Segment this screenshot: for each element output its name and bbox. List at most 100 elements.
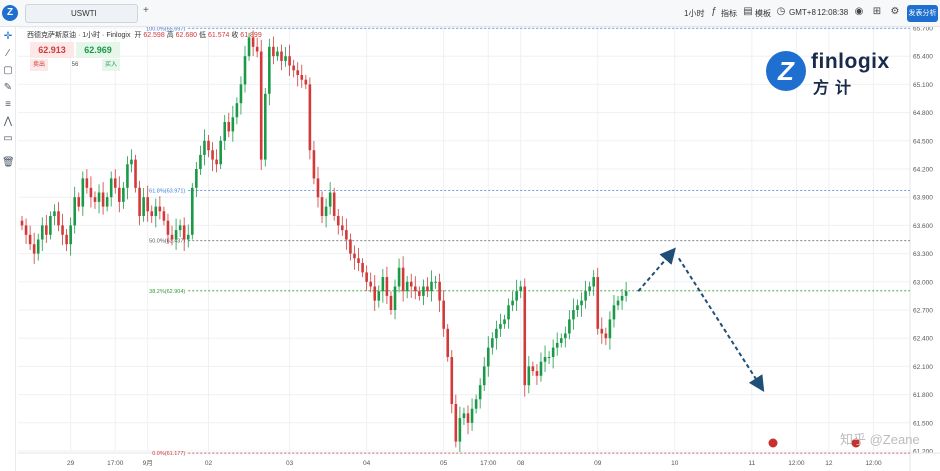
candle <box>186 224 190 248</box>
y-tick-label: 63.300 <box>913 251 933 258</box>
candle <box>53 204 56 226</box>
candle <box>430 270 433 302</box>
rectangle-icon[interactable]: ▢ <box>3 65 13 76</box>
x-tick-label: 10 <box>671 460 679 467</box>
candle <box>373 275 377 311</box>
candle <box>568 310 571 340</box>
candle <box>413 276 417 300</box>
candle <box>345 218 348 250</box>
y-tick-label: 63.900 <box>913 195 933 202</box>
trash-icon[interactable]: 🗑 <box>2 157 15 168</box>
candle <box>284 46 287 67</box>
template-icon[interactable]: ▤ <box>743 6 753 17</box>
candle <box>604 327 608 346</box>
candle <box>572 298 575 330</box>
camera-icon[interactable]: ◉ <box>854 6 864 17</box>
candle <box>154 198 158 228</box>
candle <box>24 218 28 245</box>
buy-price-button[interactable]: 62.969 <box>76 42 120 58</box>
candle <box>365 265 368 292</box>
finlogix-logo-icon: Z <box>766 51 806 91</box>
interval-selector[interactable]: 1小时 <box>684 9 705 18</box>
candle <box>450 350 454 414</box>
candle <box>251 30 255 57</box>
candle <box>32 232 36 264</box>
fib-icon[interactable]: ≡ <box>5 99 11 110</box>
candle <box>495 320 498 350</box>
candle <box>535 364 539 386</box>
candle <box>296 62 300 87</box>
candle <box>336 209 340 235</box>
candle <box>211 142 214 172</box>
candle <box>478 378 482 409</box>
y-tick-label: 64.500 <box>913 138 933 145</box>
candle <box>482 357 486 392</box>
fullscreen-icon[interactable]: ⊞ <box>872 6 882 17</box>
candle <box>150 205 154 223</box>
templates-button[interactable]: 模板 <box>755 9 771 18</box>
crosshair-icon[interactable]: ✛ <box>3 31 13 42</box>
candle <box>580 292 583 317</box>
candle <box>101 182 105 215</box>
candle <box>312 140 316 185</box>
candle <box>243 45 247 93</box>
spread-value: 56 <box>71 62 79 68</box>
sell-price-button[interactable]: 62.913 <box>30 42 74 58</box>
candle <box>466 405 470 435</box>
app-logo-icon[interactable]: Z <box>2 5 18 21</box>
candle <box>491 332 494 355</box>
x-tick-label: 04 <box>363 460 371 467</box>
pattern-icon[interactable]: ⋀ <box>3 116 13 127</box>
symbol-tab[interactable]: USWTI <box>25 4 138 23</box>
candle <box>624 281 628 302</box>
y-tick-label: 63.600 <box>913 223 933 230</box>
buy-label[interactable]: 买入 <box>102 59 120 71</box>
y-tick-label: 62.400 <box>913 336 933 343</box>
x-tick-label: 12:00 <box>788 460 805 467</box>
clock-readout: 12:08:38 <box>817 8 849 17</box>
candle <box>527 356 531 394</box>
candle <box>158 196 162 220</box>
candle <box>393 279 397 320</box>
candle <box>308 77 312 160</box>
trade-panel: 62.913 62.969 卖出 56 买入 <box>30 42 120 72</box>
candle <box>97 184 101 214</box>
candle <box>588 281 591 296</box>
candle <box>138 180 141 226</box>
close-value: 61.899 <box>240 32 262 39</box>
indicators-button[interactable]: 指标 <box>721 9 737 18</box>
candle <box>369 272 372 293</box>
candle <box>576 299 579 317</box>
x-tick-label: 02 <box>205 460 213 467</box>
candle <box>361 258 364 278</box>
candle <box>268 38 271 106</box>
candle <box>219 136 222 169</box>
candle <box>316 166 320 208</box>
indicator-icon[interactable]: ƒ <box>711 6 717 17</box>
candle <box>20 216 24 231</box>
candle <box>239 76 243 115</box>
candle <box>300 64 304 88</box>
x-tick-label: 9月 <box>143 459 153 467</box>
candle <box>620 288 624 310</box>
candle <box>89 176 93 208</box>
candle <box>422 279 425 306</box>
candle <box>405 275 409 299</box>
x-tick-label: 08 <box>517 460 525 467</box>
projection-arrow-up <box>637 247 676 292</box>
trendline-icon[interactable]: ⁄ <box>7 48 9 59</box>
candle <box>178 219 182 238</box>
text-icon[interactable]: ▭ <box>3 133 13 144</box>
candle <box>385 266 389 304</box>
brush-icon[interactable]: ✎ <box>3 82 13 93</box>
timezone-selector[interactable]: GMT+8 <box>789 8 816 17</box>
candle <box>28 225 32 251</box>
sell-label[interactable]: 卖出 <box>30 59 48 71</box>
settings-icon[interactable]: ⚙ <box>890 6 900 17</box>
candle <box>328 182 332 215</box>
publish-analysis-button[interactable]: 发表分析 <box>907 5 938 22</box>
candle <box>531 361 535 376</box>
x-tick-label: 12:00 <box>865 460 882 467</box>
add-tab-button[interactable]: + <box>143 5 149 16</box>
